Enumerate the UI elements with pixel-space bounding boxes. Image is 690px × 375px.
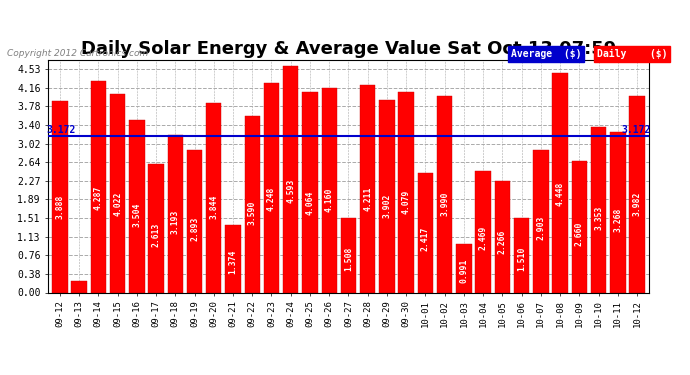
Bar [110,94,126,292]
Bar [302,92,317,292]
Bar [456,244,471,292]
Bar [341,218,356,292]
Text: 2.613: 2.613 [152,222,161,247]
Text: Average  ($): Average ($) [511,49,581,59]
Text: 4.064: 4.064 [306,190,315,214]
Text: 1.508: 1.508 [344,247,353,271]
Text: 4.022: 4.022 [113,191,122,216]
Text: 3.590: 3.590 [248,201,257,225]
Text: Copyright 2012 Cartronics.com: Copyright 2012 Cartronics.com [7,49,148,58]
Bar [629,96,644,292]
Bar [226,225,241,292]
Bar [52,101,68,292]
Bar [206,103,221,292]
Text: 4.593: 4.593 [286,178,295,203]
Text: 3.844: 3.844 [209,195,218,219]
Bar [283,66,298,292]
Text: 3.504: 3.504 [132,202,141,227]
Text: 4.448: 4.448 [555,182,564,206]
Text: 4.287: 4.287 [94,185,103,210]
Text: 2.903: 2.903 [536,216,545,240]
Bar [591,128,607,292]
Bar [71,281,87,292]
Bar [380,100,395,292]
Text: 1.510: 1.510 [517,247,526,271]
Bar [129,120,144,292]
Bar [417,174,433,292]
Bar [244,116,260,292]
Bar [437,96,453,292]
Text: 3.982: 3.982 [633,192,642,216]
Bar [514,218,529,292]
Text: 3.172: 3.172 [46,125,76,135]
Bar [533,150,549,292]
Text: 2.660: 2.660 [575,221,584,246]
Text: 3.268: 3.268 [613,208,622,232]
Bar [495,181,510,292]
Text: 4.160: 4.160 [325,188,334,213]
Title: Daily Solar Energy & Average Value Sat Oct 13 07:59: Daily Solar Energy & Average Value Sat O… [81,40,616,58]
Bar [553,74,568,292]
Text: 2.469: 2.469 [479,226,488,250]
Text: 3.353: 3.353 [594,206,603,230]
Text: 4.079: 4.079 [402,190,411,214]
Bar [168,135,183,292]
Text: 1.374: 1.374 [228,250,237,274]
Text: 3.172: 3.172 [621,125,651,135]
Bar [360,85,375,292]
Bar [148,164,164,292]
Text: 0.991: 0.991 [460,258,469,283]
Text: 3.902: 3.902 [382,194,391,218]
Bar [264,83,279,292]
Text: 4.211: 4.211 [363,187,372,211]
Bar [398,92,414,292]
Bar [90,81,106,292]
Text: 2.266: 2.266 [498,230,507,255]
Bar [610,132,626,292]
Bar [571,162,587,292]
Text: Daily    ($): Daily ($) [597,49,667,59]
Bar [475,171,491,292]
Bar [187,150,202,292]
Text: 3.990: 3.990 [440,192,449,216]
Text: 3.193: 3.193 [171,210,180,234]
Bar [322,88,337,292]
Text: 4.248: 4.248 [267,186,276,210]
Text: 3.888: 3.888 [55,194,64,219]
Text: 2.417: 2.417 [421,227,430,251]
Text: 2.893: 2.893 [190,216,199,240]
